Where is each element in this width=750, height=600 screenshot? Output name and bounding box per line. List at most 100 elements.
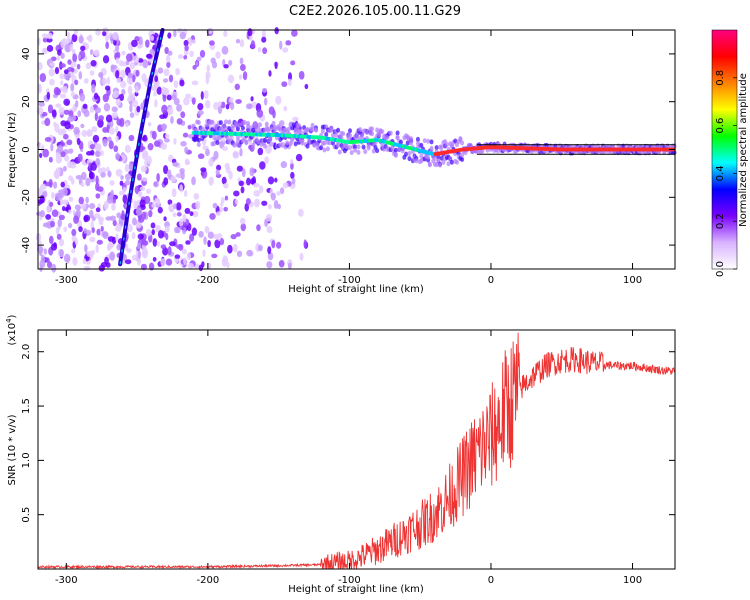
spectrogram-point [56,233,62,240]
spectrogram-point [236,165,244,172]
ridge-halo [349,150,354,156]
spectrogram-point [77,110,82,118]
spectrogram-point [176,212,182,217]
spectrogram-point [250,178,256,185]
spectrogram-point [83,228,88,234]
spectrogram-point [252,183,260,188]
spectrogram-point [115,57,120,64]
spectrogram-point [53,181,58,189]
spectrogram-point [57,218,62,228]
ridge-halo [371,148,376,154]
spectrogram-point [38,249,43,257]
spectrogram-point [74,79,79,86]
spectrogram-point [213,150,219,160]
spectrogram-point [180,225,185,231]
spectrogram-point [83,215,88,223]
spectrogram-point [137,58,144,63]
spectrogram-point [115,98,121,106]
snr-x-ticks: -300 -200 -100 0 100 [55,330,642,586]
spectrogram-point [87,34,93,43]
spectrogram-point [259,161,266,170]
spectrogram-point [125,122,129,128]
spectrogram-point [142,152,149,161]
spectrogram-point [102,31,107,37]
spectrogram-point [137,191,143,198]
spectrogram-x-label: Height of straight line (km) [288,284,424,295]
spectrogram-steep-feature [118,28,165,267]
spectrogram-point [94,143,102,152]
spectrogram-point [174,254,181,260]
spectrogram-point [63,69,69,75]
spectrogram-point [39,72,47,83]
spectrogram-point [41,33,49,39]
ridge-halo [407,156,412,162]
y-tick-label: 20 [21,95,32,108]
spectrogram-point [87,129,93,137]
spectrogram-point [168,74,174,83]
spectrogram-point [129,104,133,113]
ridge-halo [458,136,463,142]
spectrogram-point [36,106,44,116]
spectrogram-point [154,224,161,233]
spectrogram-point [136,242,142,250]
ridge-halo [439,155,444,161]
spectrogram-point [124,173,132,181]
spectrogram-point [175,202,182,211]
spectrogram-point [138,217,145,223]
spectrogram-point [184,146,189,154]
spectrogram-point [46,261,53,269]
ridge-halo [322,140,327,146]
spectrogram-point [89,49,94,56]
spectrogram-point [206,64,211,73]
spectrogram-point [62,165,67,172]
spectrogram-point [96,239,103,245]
spectrogram-point [247,28,253,37]
ridge-halo [422,138,427,144]
spectrogram-point [55,155,63,164]
ridge-halo [380,142,385,148]
x-tick-label: 0 [488,575,494,586]
ridge-halo [356,149,361,155]
spectrogram-point [304,83,309,90]
ridge-halo [210,119,215,125]
ridge-halo [347,145,352,151]
spectrogram-point [134,85,139,94]
ridge-halo [449,159,454,165]
ridge-halo [225,135,230,141]
spectrogram-point [82,103,88,110]
spectrogram-point [249,167,255,177]
ridge-halo [361,144,366,150]
spectrogram-point [172,212,177,218]
spectrogram-point [85,196,89,204]
spectrogram-point [212,233,218,240]
x-tick-label: -300 [55,575,78,586]
snr-y-label: SNR (10 * v/v) [7,414,18,485]
spectrogram-point [233,190,240,197]
ridge-halo [427,162,432,168]
spectrogram-point [200,91,204,100]
ridge-halo [252,121,257,127]
spectrogram-point [49,78,55,86]
spectrogram-point [98,218,104,226]
spectrogram-point [229,101,235,110]
spectrogram-point [282,47,289,53]
spectrogram-point [80,171,87,181]
ridge-halo [329,125,334,131]
spectrogram-point [207,262,212,269]
spectrogram-point [228,59,233,66]
spectrogram-point [257,147,264,156]
spectrogram-point [55,103,62,108]
spectrogram-point [212,202,218,209]
reference-lines [476,144,675,155]
y-tick-label: 1.0 [21,452,32,468]
spectrogram-point [58,107,65,115]
spectrogram-point [53,121,57,128]
colorbar-tick-label: 0.8 [715,70,726,86]
spectrogram-point [38,199,44,205]
spectrogram-point [262,87,268,93]
spectrogram-point [132,217,137,226]
spectrogram-point [173,80,179,89]
ridge-halo [426,138,431,144]
ridge-halo [325,146,330,152]
ridge-halo [364,130,369,136]
